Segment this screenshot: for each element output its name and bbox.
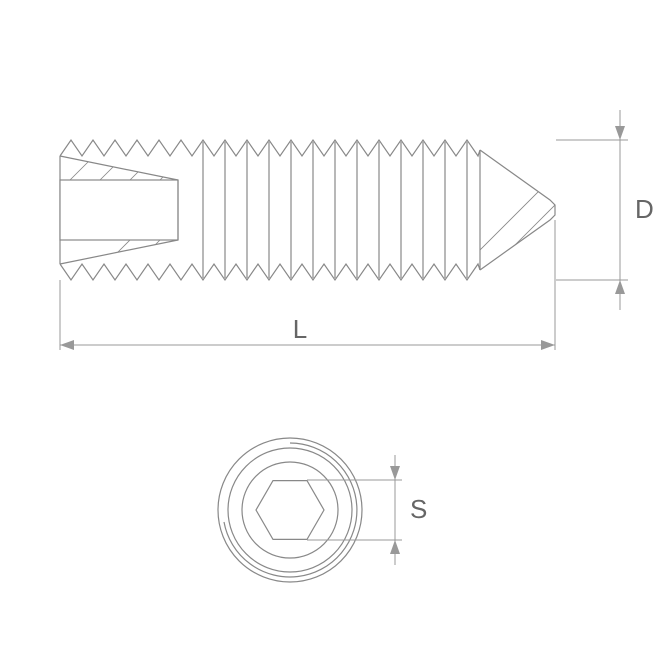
- hatch-tip: [445, 145, 645, 345]
- dim-S: S: [307, 455, 427, 565]
- dim-D: D: [556, 110, 654, 310]
- thread-bottom-outer: [60, 264, 480, 280]
- thread-top-outer: [60, 140, 480, 156]
- thread-runout-arc: [224, 443, 357, 577]
- hatch-upper: [50, 50, 275, 275]
- side-view: [50, 50, 645, 395]
- label-L: L: [293, 314, 307, 344]
- label-D: D: [635, 194, 654, 224]
- label-S: S: [410, 494, 427, 524]
- thread-crest-lines: [203, 142, 467, 278]
- hex-socket: [256, 481, 324, 540]
- technical-drawing: L D S: [0, 0, 670, 670]
- end-view: [218, 438, 362, 582]
- cone-point: [480, 150, 555, 270]
